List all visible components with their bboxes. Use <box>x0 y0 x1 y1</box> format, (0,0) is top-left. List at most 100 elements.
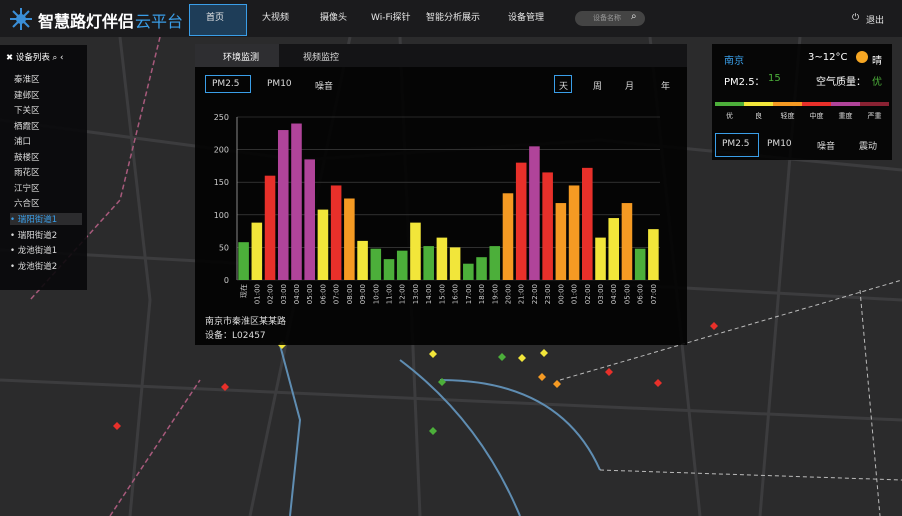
bar <box>582 167 593 280</box>
bar <box>410 222 421 280</box>
region-item[interactable]: 浦口 <box>14 137 32 147</box>
x-tick-label: 05:00 <box>623 284 631 304</box>
app-title: 智慧路灯伴侣 <box>38 12 135 31</box>
bar <box>277 130 289 280</box>
pm25-value: 15 <box>768 73 781 84</box>
nav-item[interactable]: 智能分析展示 <box>426 13 481 23</box>
bar <box>634 248 646 280</box>
bar <box>449 247 461 280</box>
bar <box>317 209 329 280</box>
device-item[interactable]: • 瑞阳街道1 <box>10 213 82 225</box>
nav-item[interactable]: 摄像头 <box>320 13 348 23</box>
location: 南京市秦淮区某某路 <box>205 317 287 327</box>
wx-tab[interactable]: 噪音 <box>817 142 836 152</box>
region-item[interactable]: 秦淮区 <box>14 75 40 85</box>
region-item[interactable]: 江宁区 <box>14 183 40 194</box>
bar <box>502 193 514 280</box>
bar <box>251 222 263 280</box>
period-tab[interactable]: 月 <box>625 82 635 92</box>
aqi-color <box>860 102 889 106</box>
x-tick-label: 04:00 <box>610 284 618 304</box>
x-tick-label: 16:00 <box>452 284 460 304</box>
bar <box>383 259 395 280</box>
device-name: 龙池街道2 <box>17 261 58 272</box>
metric-tab[interactable]: PM2.5 <box>212 79 240 89</box>
bar <box>515 162 527 280</box>
y-tick-label: 250 <box>214 113 229 122</box>
aqi-color <box>831 102 860 106</box>
quality-label: 空气质量： <box>816 77 866 88</box>
bar <box>436 237 448 280</box>
bar <box>542 172 553 280</box>
x-tick-label: 02:00 <box>267 284 275 304</box>
bar <box>423 246 434 280</box>
y-tick-label: 150 <box>214 178 229 187</box>
map-marker[interactable] <box>113 322 718 435</box>
region-item[interactable]: 雨花区 <box>14 168 40 178</box>
search-placeholder: 设备名称 <box>593 14 621 22</box>
wx-tab[interactable]: 震动 <box>859 142 878 152</box>
aqi-label: 中度 <box>809 112 824 120</box>
device-item[interactable]: • 龙池街道1 <box>10 246 58 256</box>
panel-tabbar <box>195 44 687 67</box>
x-tick-label: 04:00 <box>293 284 301 304</box>
search-icon: ⌕ <box>631 11 637 22</box>
region-item[interactable]: 建邺区 <box>14 90 40 101</box>
logout[interactable]: 退出 <box>866 16 885 26</box>
x-tick-label: 15:00 <box>438 284 446 304</box>
metric-active <box>205 75 251 93</box>
aqi-color <box>773 102 802 106</box>
condition: 晴 <box>872 56 882 67</box>
nav-item[interactable]: 首页 <box>206 13 225 23</box>
city[interactable]: 南京 <box>724 56 744 67</box>
aqi-color <box>744 102 773 106</box>
nav-item[interactable]: Wi-Fi探针 <box>371 13 411 23</box>
x-tick-label: 21:00 <box>518 284 526 304</box>
region-item[interactable]: 六合区 <box>14 199 40 209</box>
aqi-scale: 优 良 轻度 中度 重度 严重 <box>715 102 889 122</box>
bar <box>238 242 249 280</box>
x-tick-label: 00:00 <box>557 284 565 304</box>
bar <box>568 185 580 280</box>
tab-active <box>195 44 279 67</box>
x-tick-label: 02:00 <box>584 284 592 304</box>
wx-tab-active <box>715 133 759 157</box>
device-item[interactable]: • 龙池街道2 <box>10 261 58 272</box>
metric-tab[interactable]: 噪音 <box>315 82 334 92</box>
metric-tab[interactable]: PM10 <box>267 79 292 89</box>
sidebar: ✖ 设备列表 ⌕ ‹ 秦淮区 建邺区 下关区 栖霞区 浦口 鼓楼区 雨花区 江宁区 六合区 • 瑞… <box>0 45 87 290</box>
x-tick-label: 03:00 <box>597 284 605 304</box>
period-tab[interactable]: 天 <box>559 82 569 92</box>
x-tick-label: 09:00 <box>359 284 367 304</box>
bar <box>555 203 567 280</box>
period-tab[interactable]: 年 <box>661 82 671 92</box>
bar <box>608 218 620 280</box>
y-tick-label: 200 <box>214 146 229 155</box>
x-tick-label: 23:00 <box>544 284 552 304</box>
wx-tab[interactable]: PM2.5 <box>722 139 750 149</box>
device-item[interactable]: • 瑞阳街道2 <box>10 230 58 241</box>
app-title-suffix: 云平台 <box>135 12 184 31</box>
x-tick-label: 现在 <box>239 284 248 298</box>
chart-panel: 环境监测 视频监控 PM2.5 PM10 噪音 天 周 月 年 0 50 100 15… <box>195 44 687 345</box>
period-tab[interactable]: 周 <box>593 82 603 92</box>
aqi-label: 重度 <box>838 112 853 120</box>
search-box[interactable]: 设备名称 ⌕ <box>575 11 645 26</box>
sun-icon <box>856 51 868 63</box>
region-item[interactable]: 鼓楼区 <box>14 152 40 163</box>
nav-item[interactable]: 大视频 <box>262 13 290 23</box>
panel-tab[interactable]: 环境监测 <box>223 53 260 63</box>
panel-tab[interactable]: 视频监控 <box>303 53 340 63</box>
logout-icon: ⏻ <box>852 13 860 23</box>
device-name: 龙池街道1 <box>17 246 58 256</box>
bar <box>463 263 474 280</box>
bar <box>264 175 276 280</box>
nav-item[interactable]: 设备管理 <box>508 13 545 23</box>
region-item[interactable]: 下关区 <box>14 106 40 116</box>
bar <box>396 250 408 280</box>
wx-tab[interactable]: PM10 <box>767 139 792 149</box>
aqi-color <box>715 102 744 106</box>
x-tick-label: 12:00 <box>399 284 407 304</box>
region-item[interactable]: 栖霞区 <box>14 121 40 132</box>
